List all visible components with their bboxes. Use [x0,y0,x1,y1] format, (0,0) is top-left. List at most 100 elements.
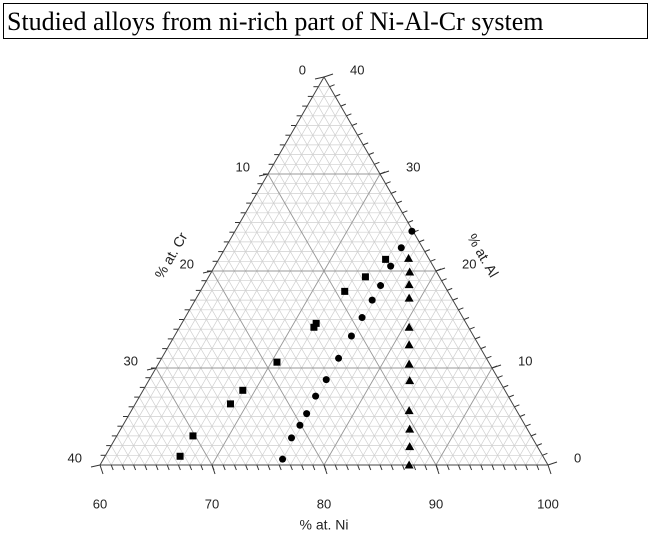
point [397,244,405,252]
grid-line [402,338,476,466]
point [189,432,197,440]
tick [258,173,269,177]
grid-line [228,241,358,466]
al-tick-label: 20 [462,256,476,271]
minor-tick [480,464,484,471]
minor-tick [458,307,464,311]
grid-line [155,367,213,466]
minor-tick [469,326,475,330]
grid-line [189,309,280,466]
minor-tick [335,93,341,97]
grid-line [245,212,392,466]
point [404,460,414,469]
minor-tick [480,346,486,350]
grid-line [256,212,403,466]
minor-tick [289,464,293,471]
triangle-frame [99,75,549,466]
point [404,406,414,415]
grid-line [424,358,487,466]
tick [491,364,502,369]
grid-line [346,290,448,466]
grid-line [133,406,168,466]
tick [211,464,216,475]
al-tick-label: 10 [518,353,532,368]
point [387,262,395,270]
grid-line [536,455,543,466]
grid-line [262,183,426,466]
tick [323,464,328,475]
grid-line [178,329,258,466]
point [405,442,415,451]
grid-line [480,406,515,466]
minor-tick [329,84,335,88]
grid-line [155,125,353,466]
grid-line [295,125,493,466]
point [404,293,414,302]
point [404,253,414,262]
minor-tick [312,464,316,471]
point [226,400,234,408]
minor-tick [340,103,346,107]
minor-tick [189,464,193,471]
minor-tick [278,464,282,471]
cr-axis-label: % at. Cr [151,229,190,281]
tick [547,461,558,466]
grid-line [206,280,314,466]
grid-line [183,319,269,466]
al-axis-label: % at. Al [464,231,502,280]
minor-tick [379,464,383,471]
tick [435,464,440,475]
minor-tick [536,443,542,447]
point [312,392,320,400]
grid-line [211,173,381,466]
tick [202,270,213,274]
al-tick-label: 40 [350,62,364,77]
cr-tick-label: 0 [299,62,306,77]
grid-line [446,377,498,466]
point [404,280,414,289]
point [273,358,281,366]
minor-tick [391,190,397,194]
point [335,354,343,362]
minor-tick [424,464,428,471]
grid-line [379,319,465,466]
grid-line [284,144,470,466]
minor-tick [536,464,540,471]
minor-tick [491,464,495,471]
minor-tick [110,464,114,471]
tick [379,170,390,175]
minor-tick [368,464,372,471]
minor-tick [345,464,349,471]
point [382,255,390,263]
point [361,273,369,281]
minor-tick [513,464,517,471]
grid-line [250,202,403,466]
grid-line [194,299,291,466]
cr-tick-label: 20 [180,256,194,271]
minor-tick [508,394,514,398]
minor-tick [542,452,548,456]
minor-tick [396,200,402,204]
grid-line [301,251,426,466]
grid-line [368,309,459,466]
point [322,376,330,384]
tick [314,76,325,80]
grid-line [514,435,532,466]
point [279,455,287,463]
grid-line [239,222,381,466]
tick [99,464,104,475]
minor-tick [402,210,408,214]
point [404,322,414,331]
minor-tick [200,464,204,471]
grid-line [122,426,146,466]
ni-tick-label: 80 [317,496,331,511]
chart-title: Studied alloys from ni-rich part of Ni-A… [3,3,648,39]
grid-line [502,426,526,466]
minor-tick [514,404,520,408]
point [347,332,355,340]
minor-tick [121,464,125,471]
minor-tick [531,433,537,437]
minor-tick [133,464,137,471]
